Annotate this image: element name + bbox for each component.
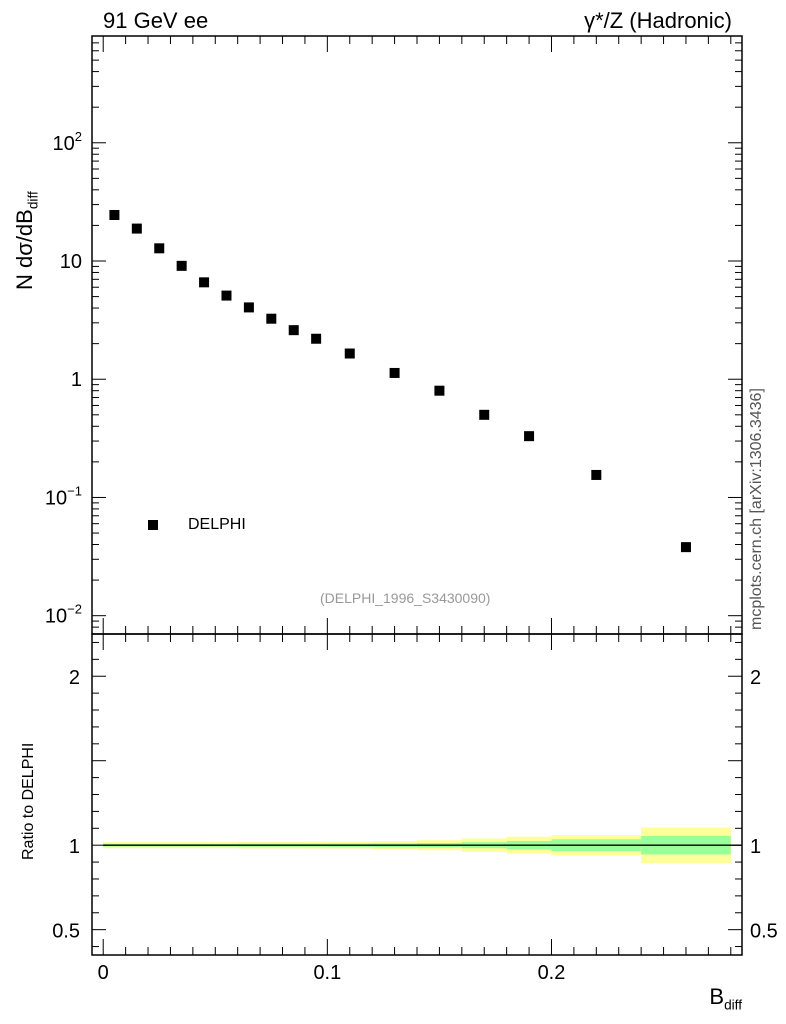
- side-credit: mcplots.cern.ch [arXiv:1306.3436]: [748, 388, 765, 630]
- ratio-y-tick-label-right: 2: [750, 667, 761, 689]
- ratio-y-tick-label-right: 1: [750, 836, 761, 858]
- x-tick-label: 0.2: [538, 962, 566, 984]
- data-point: [524, 431, 535, 442]
- legend-marker: [148, 520, 158, 530]
- data-point: [680, 542, 691, 553]
- x-axis-label-text: B: [709, 984, 725, 1009]
- header-left-text: 91 GeV ee: [103, 8, 209, 33]
- data-point: [389, 367, 400, 378]
- data-point: [591, 469, 602, 480]
- x-tick-label: 0: [98, 962, 109, 984]
- y-axis-label-main-text: N dσ/dB: [12, 209, 37, 290]
- data-point: [221, 290, 232, 301]
- y-axis-label-main-wrapper: N dσ/dBdiff: [10, 150, 40, 290]
- tick-labels: 10−2 10−1 1 10 102 0.5 0.5 1 1 2 2 0 0.1 0.2: [45, 129, 778, 984]
- legend: [148, 520, 158, 530]
- data-point: [154, 243, 165, 254]
- data-point: [311, 333, 322, 344]
- ratio-y-tick-label-left: 1: [69, 836, 80, 858]
- data-point: [266, 313, 277, 324]
- data-point: [176, 260, 187, 271]
- y-axis-label-main-sub: diff: [25, 191, 41, 210]
- axes-frames: [91, 35, 743, 956]
- x-axis-label: Bdiff: [709, 984, 742, 1012]
- data-point: [131, 223, 142, 234]
- y-axis-label-ratio: Ratio to DELPHI: [20, 742, 37, 860]
- top-panel-frame: [91, 35, 743, 635]
- source-tag: (DELPHI_1996_S3430090): [320, 590, 491, 606]
- y-axis-label-main: N dσ/dBdiff: [12, 191, 40, 290]
- y-tick-label: 102: [53, 129, 82, 155]
- legend-entry-label: DELPHI: [188, 516, 246, 533]
- data-point: [109, 209, 120, 220]
- data-point: [243, 302, 254, 313]
- data-points: [109, 209, 691, 553]
- ratio-y-tick-label-right: 0.5: [750, 921, 778, 943]
- ratio-panel-frame: [91, 633, 743, 956]
- ratio-y-tick-label-left: 2: [69, 667, 80, 689]
- axis-ticks: [92, 35, 742, 955]
- ratio-y-tick-label-left: 0.5: [52, 921, 80, 943]
- data-point: [344, 348, 355, 359]
- x-axis-label-sub: diff: [724, 997, 742, 1013]
- data-point: [199, 277, 210, 288]
- y-tick-label: 10−1: [45, 483, 82, 509]
- x-tick-label: 0.1: [313, 962, 341, 984]
- y-tick-label: 10: [60, 251, 82, 273]
- y-tick-label: 10−2: [45, 602, 82, 628]
- data-point: [434, 385, 445, 396]
- y-tick-label: 1: [71, 369, 82, 391]
- data-point: [479, 409, 490, 420]
- header-right-text: γ*/Z (Hadronic): [584, 8, 732, 33]
- data-point: [288, 325, 299, 336]
